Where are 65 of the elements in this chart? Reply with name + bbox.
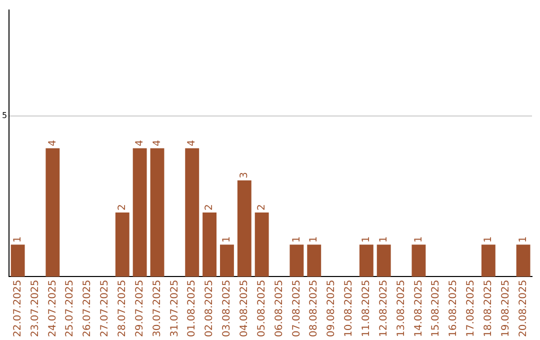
- data-label: 1: [378, 236, 390, 243]
- bar: [150, 148, 164, 277]
- x-tick-label: 07.08.2025: [291, 280, 302, 338]
- bar: [185, 148, 200, 277]
- data-label: 1: [12, 236, 24, 243]
- x-tick-label: 02.08.2025: [204, 280, 216, 338]
- x-tick-label: 06.08.2025: [274, 280, 285, 338]
- bar: [412, 244, 426, 277]
- bar: [132, 148, 147, 277]
- data-label: 3: [238, 172, 250, 178]
- data-label: 4: [47, 140, 58, 146]
- bar: [115, 212, 130, 277]
- data-label: 4: [186, 140, 198, 146]
- x-tick-label: 25.07.2025: [64, 280, 76, 338]
- bar: [307, 244, 322, 277]
- x-tick-label: 05.08.2025: [256, 280, 268, 338]
- data-label: 1: [361, 236, 372, 243]
- data-label: 4: [134, 140, 146, 146]
- x-tick-label: 24.07.2025: [47, 280, 58, 338]
- data-label: 1: [222, 236, 233, 243]
- x-tick-label: 30.07.2025: [152, 280, 163, 338]
- x-tick-label: 15.08.2025: [430, 280, 442, 338]
- x-tick-label: 28.07.2025: [116, 280, 128, 338]
- bar: [516, 244, 530, 277]
- y-tick-label: 5: [2, 111, 8, 120]
- x-tick-label: 12.08.2025: [378, 280, 390, 338]
- bar: [220, 244, 234, 277]
- bar: [481, 244, 496, 277]
- bar: [290, 244, 304, 277]
- bar: [254, 212, 269, 277]
- x-tick-label: 22.07.2025: [12, 280, 24, 338]
- x-tick-label: 14.08.2025: [413, 280, 424, 338]
- x-tick-label: 23.07.2025: [30, 280, 41, 338]
- data-label: 2: [116, 204, 128, 210]
- bar: [10, 244, 25, 277]
- x-tick-label: 31.07.2025: [169, 280, 180, 338]
- bar: [46, 148, 60, 277]
- x-tick-label: 16.08.2025: [448, 280, 460, 338]
- data-label: 1: [291, 236, 302, 243]
- x-tick-label: 10.08.2025: [344, 280, 355, 338]
- data-label: 2: [256, 204, 268, 210]
- x-tick-label: 27.07.2025: [100, 280, 111, 338]
- data-label: 1: [518, 236, 529, 243]
- x-tick-label: 17.08.2025: [466, 280, 477, 338]
- x-tick-label: 20.08.2025: [518, 280, 529, 338]
- data-label: 4: [152, 140, 163, 146]
- data-label: 2: [204, 204, 216, 210]
- x-tick-label: 18.08.2025: [483, 280, 494, 338]
- x-tick-label: 26.07.2025: [82, 280, 94, 338]
- bar: [359, 244, 374, 277]
- x-tick-label: 01.08.2025: [186, 280, 198, 338]
- x-tick-label: 04.08.2025: [238, 280, 250, 338]
- x-tick-label: 08.08.2025: [308, 280, 320, 338]
- x-tick-label: 29.07.2025: [134, 280, 146, 338]
- bar: [237, 180, 252, 277]
- x-tick-label: 09.08.2025: [326, 280, 338, 338]
- x-tick-label: 03.08.2025: [222, 280, 233, 338]
- bar: [376, 244, 391, 277]
- bar: [202, 212, 217, 277]
- x-tick-label: 13.08.2025: [396, 280, 407, 338]
- x-tick-label: 11.08.2025: [361, 280, 372, 338]
- data-label: 1: [308, 236, 320, 243]
- data-label: 1: [483, 236, 494, 243]
- x-tick-label: 19.08.2025: [500, 280, 512, 338]
- data-label: 1: [413, 236, 424, 243]
